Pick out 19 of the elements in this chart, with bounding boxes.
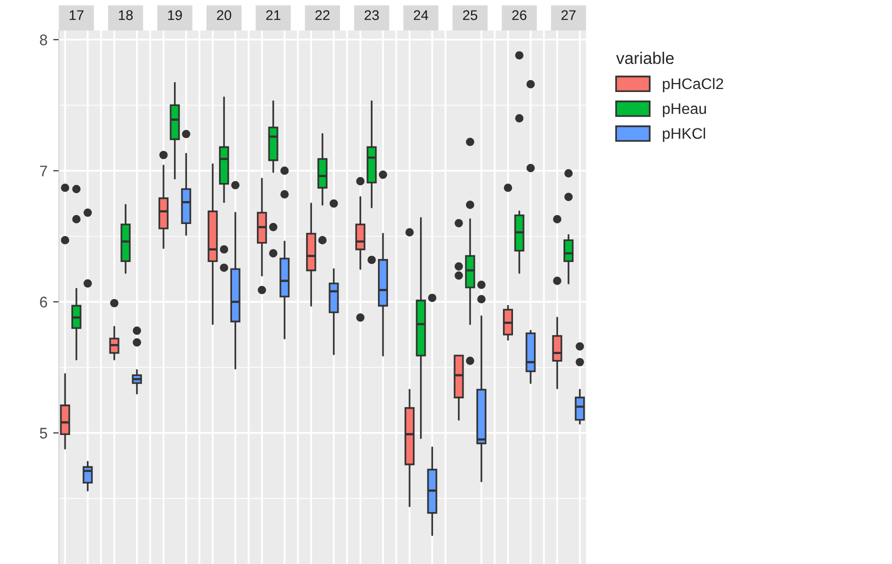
- x-tick-label: 27: [562, 10, 576, 20]
- x-tick-label: 18: [118, 10, 133, 20]
- legend-label: pHeau: [662, 103, 706, 118]
- legend-label: pHKCl: [662, 128, 706, 142]
- legend-label: pHCaCl2: [662, 78, 724, 92]
- x-tick-label: 24: [414, 10, 428, 20]
- x-tick-label: 17: [70, 10, 84, 20]
- x-tick-label: 23: [364, 10, 379, 20]
- y-tick-label: 6: [40, 296, 48, 308]
- y-tick-label: 7: [40, 166, 47, 176]
- y-tick-label: 5: [40, 428, 48, 439]
- y-tick-label: 8: [40, 34, 48, 46]
- x-tick-label: 22: [315, 10, 330, 20]
- x-tick-label: 25: [463, 10, 478, 20]
- x-tick-label: 20: [217, 10, 232, 20]
- x-tick-label: 21: [266, 10, 280, 20]
- x-tick-label: 19: [168, 10, 182, 20]
- x-tick-label: 26: [512, 10, 526, 20]
- legend-title: variable: [616, 52, 674, 64]
